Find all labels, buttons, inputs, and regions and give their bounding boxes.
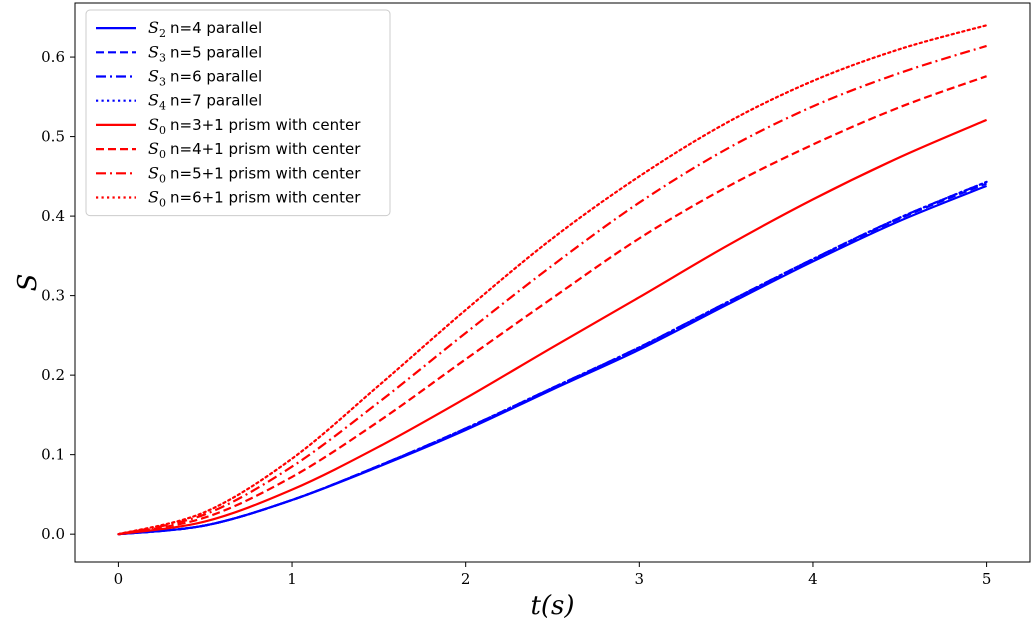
y-tick-label: 0.0	[41, 525, 65, 543]
legend-box	[85, 9, 391, 217]
legend-subscript: 0	[159, 148, 166, 161]
legend-symbol: S	[148, 139, 159, 158]
series-line-8	[117, 24, 988, 536]
legend-label: n=5+1 prism with center	[170, 164, 361, 182]
legend-subscript: 3	[159, 51, 166, 64]
legend-symbol: S	[148, 188, 159, 207]
legend-subscript: 3	[159, 76, 166, 89]
legend-symbol: S	[148, 67, 159, 86]
y-axis-title: S	[13, 274, 43, 292]
x-tick-label: 5	[982, 570, 992, 588]
x-tick-label: 3	[635, 570, 645, 588]
legend-label: n=6 parallel	[170, 68, 262, 86]
y-tick-label: 0.1	[41, 446, 65, 464]
legend-label: n=4 parallel	[170, 19, 262, 37]
x-tick-label: 4	[808, 570, 818, 588]
legend-label: n=7 parallel	[170, 92, 262, 110]
legend-symbol: S	[148, 115, 159, 134]
series-line-4	[117, 180, 988, 536]
legend-label: n=4+1 prism with center	[170, 140, 361, 158]
y-tick-label: 0.3	[41, 287, 65, 305]
legend-label: n=5 parallel	[170, 43, 262, 61]
x-tick-label: 0	[114, 570, 124, 588]
legend-subscript: 2	[159, 27, 166, 40]
series-line-5	[118, 118, 988, 536]
series-line-3	[118, 180, 988, 536]
y-tick-label: 0.5	[41, 128, 65, 146]
series-line-7	[118, 44, 987, 536]
x-tick-label: 1	[287, 570, 297, 588]
legend-subscript: 0	[159, 197, 166, 210]
legend-symbol: S	[148, 91, 159, 110]
y-tick-label: 0.2	[41, 366, 65, 384]
series-line-6	[118, 75, 987, 536]
y-tick-label: 0.6	[41, 48, 65, 66]
legend-label: n=6+1 prism with center	[170, 189, 361, 207]
series-line-2	[118, 182, 988, 536]
legend-subscript: 0	[159, 172, 166, 185]
legend-symbol: S	[148, 42, 159, 61]
legend-symbol: S	[148, 163, 159, 182]
x-axis-title: t(s)	[530, 591, 574, 621]
y-tick-label: 0.4	[41, 207, 65, 225]
legend-subscript: 0	[159, 124, 166, 137]
plot-frame	[74, 2, 1031, 563]
x-tick-label: 2	[461, 570, 471, 588]
legend-label: n=3+1 prism with center	[170, 116, 361, 134]
legend-subscript: 4	[159, 100, 166, 113]
legend-symbol: S	[148, 18, 159, 37]
